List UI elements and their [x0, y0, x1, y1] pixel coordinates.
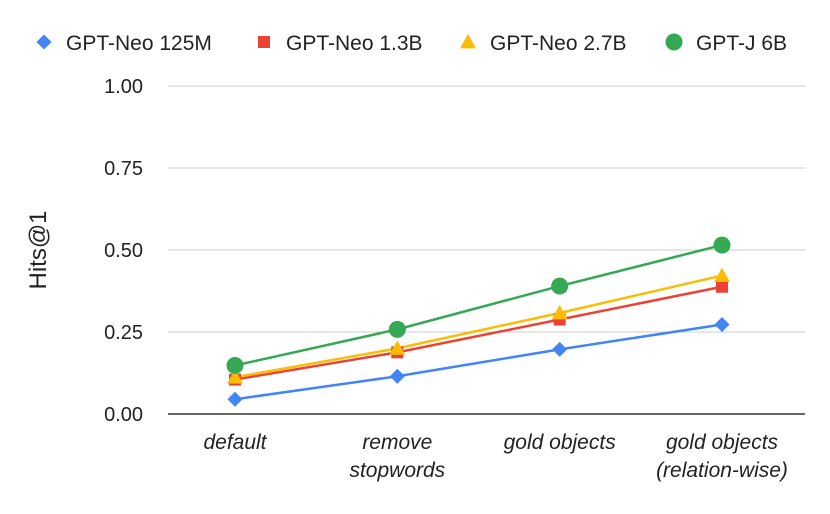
x-category-line: default	[203, 431, 267, 454]
legend-item-gpt-neo-2-7b: GPT-Neo 2.7B	[460, 32, 627, 55]
series-line-gpt-neo-2-7b	[234, 274, 723, 379]
y-tick-label: 0.50	[104, 240, 143, 262]
gridlines	[168, 85, 805, 415]
legend-label: GPT-Neo 125M	[66, 32, 212, 55]
legend-marker	[258, 36, 270, 48]
data-point-gpt-neo-125m	[552, 341, 568, 357]
series-line-gpt-j-6b	[234, 243, 723, 367]
data-point-gpt-j-6b	[551, 277, 569, 295]
series-line-gpt-neo-1-3b	[234, 285, 723, 381]
legend-item-gpt-neo-125m: GPT-Neo 125M	[36, 32, 212, 55]
data-point-gpt-j-6b	[713, 236, 731, 254]
legend-marker	[36, 34, 52, 50]
series-lines	[234, 243, 723, 401]
legend-label: GPT-J 6B	[696, 32, 787, 55]
x-category-label: gold objects	[504, 431, 617, 454]
legend-item-gpt-neo-1-3b: GPT-Neo 1.3B	[258, 32, 423, 55]
x-category-line: stopwords	[349, 459, 445, 482]
legend-marker	[460, 34, 476, 49]
series-line-gpt-neo-125m	[234, 323, 723, 401]
legend-item-gpt-j-6b: GPT-J 6B	[665, 32, 787, 55]
data-point-gpt-neo-125m	[227, 391, 243, 407]
y-tick-label: 0.75	[104, 158, 143, 180]
data-point-gpt-j-6b	[388, 320, 406, 338]
legend: GPT-Neo 125M GPT-Neo 1.3B GPT-Neo 2.7B GPT-…	[36, 32, 787, 55]
x-category-line: (relation-wise)	[656, 459, 788, 482]
y-axis-ticks: 0.00 0.25 0.50 0.75 1.00	[104, 76, 143, 426]
x-category-label: default	[203, 431, 267, 454]
data-point-gpt-neo-1-3b	[716, 280, 728, 293]
data-point-gpt-neo-2-7b	[389, 340, 406, 355]
x-category-line: gold objects	[504, 431, 617, 454]
data-point-gpt-neo-125m	[714, 316, 730, 332]
legend-label: GPT-Neo 1.3B	[286, 32, 423, 55]
data-point-gpt-neo-2-7b	[551, 304, 568, 320]
data-point-gpt-neo-125m	[389, 368, 405, 384]
y-axis-title: Hits@1	[25, 210, 52, 289]
legend-label: GPT-Neo 2.7B	[490, 32, 627, 55]
data-point-gpt-j-6b	[226, 356, 244, 374]
x-category-line: remove	[362, 431, 432, 454]
data-point-gpt-neo-2-7b	[227, 369, 243, 384]
data-point-gpt-neo-2-7b	[714, 267, 730, 282]
x-category-line: gold objects	[666, 431, 779, 454]
legend-marker	[665, 33, 683, 51]
y-tick-label: 1.00	[104, 76, 143, 98]
series-markers	[226, 236, 731, 407]
y-tick-label: 0.00	[104, 404, 143, 426]
x-category-label: gold objects (relation-wise)	[656, 431, 788, 482]
x-category-label: remove stopwords	[349, 431, 445, 482]
y-tick-label: 0.25	[104, 322, 143, 344]
